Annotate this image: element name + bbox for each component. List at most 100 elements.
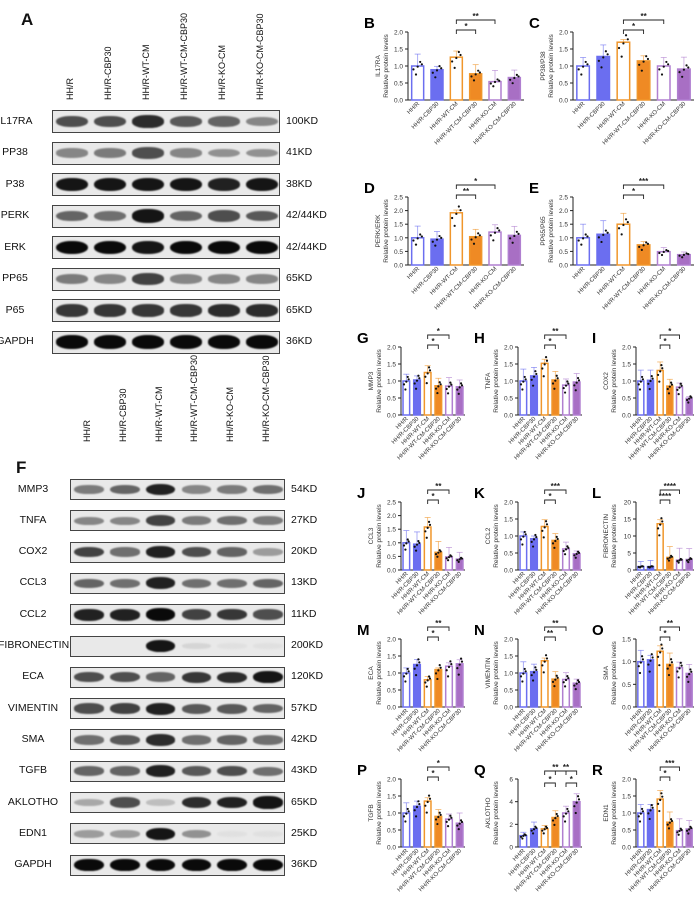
blot-band xyxy=(253,671,283,684)
blot-band xyxy=(170,335,202,349)
blot-band xyxy=(181,703,212,714)
bar xyxy=(637,380,645,416)
blot-band xyxy=(253,484,283,495)
y-tick-label: 0.0 xyxy=(504,568,513,575)
bar xyxy=(529,537,539,571)
y-axis-title: MMP3 xyxy=(368,371,375,390)
significance-marker: ** xyxy=(552,619,559,628)
blot-image-vimentin xyxy=(70,698,285,720)
blot-band xyxy=(56,210,88,222)
blot-label: P38 xyxy=(5,177,25,190)
bar xyxy=(666,385,674,416)
bar-chart-H: H 0.0 0.5 1.0 1.5 2.0 TNFA Relative protein lev… xyxy=(470,325,588,480)
significance-marker: * xyxy=(437,327,441,336)
bar xyxy=(666,821,674,848)
molecular-weight-label: 42KD xyxy=(291,732,318,745)
bar xyxy=(488,231,502,266)
blot-band xyxy=(170,304,202,317)
blot-image-mmp3 xyxy=(70,479,285,500)
y-axis-title: TNFA xyxy=(485,372,492,389)
y-tick-label: 0.0 xyxy=(394,98,403,105)
molecular-weight-label: 57KD xyxy=(291,701,318,714)
blot-band xyxy=(94,177,126,192)
y-axis-title: Relative protein levels xyxy=(376,640,383,704)
blot-band xyxy=(170,148,202,158)
y-tick-label: 1.0 xyxy=(622,379,631,386)
y-tick-label: 2.5 xyxy=(394,195,403,202)
blot-band xyxy=(109,608,140,621)
y-axis-title: CCL3 xyxy=(368,527,375,544)
y-tick-label: 0.5 xyxy=(387,688,396,695)
y-tick-label: 6 xyxy=(509,777,513,784)
y-tick-label: 1.0 xyxy=(622,659,631,666)
y-axis-title: Relative protein levels xyxy=(548,33,555,97)
molecular-weight-label: 25KD xyxy=(291,826,318,839)
blot-band xyxy=(208,335,240,349)
bar xyxy=(572,682,581,708)
y-tick-label: 2.5 xyxy=(559,195,568,202)
bar xyxy=(656,369,664,416)
x-tick-label: HH/R xyxy=(406,266,421,281)
bar xyxy=(507,234,522,266)
bar xyxy=(596,233,611,266)
blot-band xyxy=(74,858,104,872)
bar xyxy=(596,55,611,101)
blot-image-pp65 xyxy=(52,267,280,291)
y-tick-label: 1.0 xyxy=(387,379,396,386)
y-tick-label: 0 xyxy=(627,568,631,575)
y-axis-title: Relative protein levels xyxy=(493,640,500,704)
blot-band xyxy=(74,829,104,838)
y-tick-label: 1.5 xyxy=(622,362,631,369)
significance-marker: * xyxy=(431,629,435,638)
blot-band xyxy=(109,829,140,838)
blot-image-p38 xyxy=(52,173,280,196)
blot-band xyxy=(181,516,212,526)
bar xyxy=(455,386,464,416)
y-tick-label: 1.0 xyxy=(394,235,403,242)
lane-label: HH/R-WT-CM xyxy=(153,386,164,443)
blot-image-cox2 xyxy=(70,541,285,563)
y-tick-label: 1.5 xyxy=(559,222,568,229)
bar xyxy=(637,812,645,848)
blot-band xyxy=(181,546,212,558)
y-tick-label: 0.0 xyxy=(387,568,396,575)
blot-band xyxy=(170,274,202,284)
y-tick-label: 0.0 xyxy=(504,413,513,420)
blot-band xyxy=(181,671,212,683)
bar xyxy=(412,663,422,708)
bar-chart-K: K 0.0 0.5 1.0 1.5 2.0 CCL2 Relative protein lev… xyxy=(470,480,588,620)
blot-band xyxy=(56,177,88,192)
y-tick-label: 0.5 xyxy=(622,682,631,689)
molecular-weight-label: 43KD xyxy=(291,764,318,777)
blot-label: ERK xyxy=(4,240,26,253)
bar xyxy=(423,800,432,848)
bar xyxy=(468,73,483,101)
blot-band xyxy=(253,516,283,526)
y-axis-title: Relative protein levels xyxy=(376,780,383,844)
blot-label: SMA xyxy=(21,732,45,745)
y-tick-label: 2 xyxy=(509,822,513,829)
blot-band xyxy=(181,643,212,649)
molecular-weight-label: 36KD xyxy=(291,858,318,871)
blot-image-erk xyxy=(52,236,280,259)
bar xyxy=(455,822,464,848)
bar-chart-R: R 0.0 0.5 1.0 1.5 2.0 EDN1 Relative protein lev… xyxy=(588,757,700,898)
blot-band xyxy=(145,639,176,653)
molecular-weight-label: 42/44KD xyxy=(286,209,327,221)
y-tick-label: 1.5 xyxy=(504,654,513,661)
bar xyxy=(412,805,422,848)
blot-band xyxy=(94,148,126,158)
blot-band xyxy=(145,827,176,840)
x-tick-label: HH/R xyxy=(572,266,587,281)
lane-label: HH/R-KO-CM xyxy=(217,45,227,100)
y-axis-title: AKLOTHO xyxy=(485,797,492,828)
blot-band xyxy=(253,703,283,714)
blot-band xyxy=(74,766,104,776)
panel-label-O: O xyxy=(592,622,604,639)
panel-label-L: L xyxy=(592,485,601,502)
bar xyxy=(666,663,674,708)
significance-marker: * xyxy=(632,22,636,31)
x-tick-label: HH/R-KO-CM-CBP30 xyxy=(642,101,687,146)
blot-band xyxy=(145,483,176,496)
lane-label: HH/R-KO-CM-CBP30 xyxy=(255,13,265,100)
